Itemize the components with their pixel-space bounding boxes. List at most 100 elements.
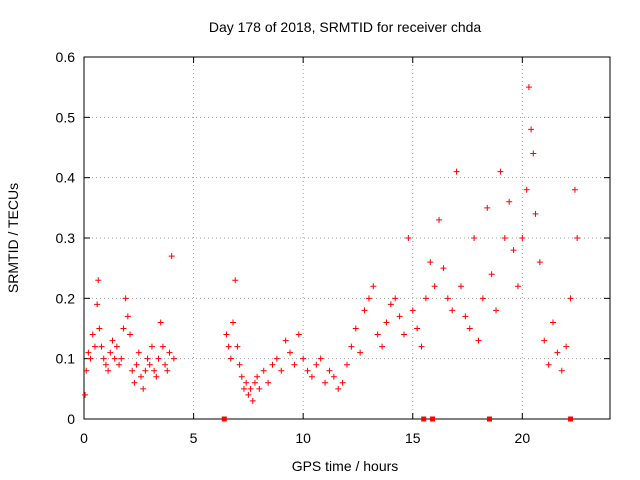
data-point (422, 295, 429, 302)
data-point (116, 361, 123, 368)
data-point (273, 355, 280, 362)
x-tick-label: 5 (190, 430, 198, 446)
gap-marker (486, 416, 492, 422)
data-point (300, 355, 307, 362)
data-point (493, 307, 500, 314)
data-point (109, 337, 116, 344)
data-point (111, 355, 118, 362)
data-point (405, 235, 412, 241)
data-point (146, 361, 153, 368)
data-point (254, 373, 261, 380)
data-point (545, 361, 552, 368)
data-point (519, 235, 526, 241)
data-point (87, 355, 94, 362)
data-point (574, 235, 581, 241)
data-point (409, 307, 416, 314)
gap-marker (221, 416, 227, 422)
gap-marker (421, 416, 427, 422)
data-point (532, 210, 539, 217)
data-point (525, 84, 532, 91)
y-tick-label: 0.4 (56, 170, 76, 186)
data-point (243, 379, 250, 386)
data-point (223, 331, 230, 338)
data-point (396, 313, 403, 320)
data-point (265, 379, 272, 386)
data-point (427, 259, 434, 266)
data-point (251, 379, 258, 386)
data-point (89, 331, 96, 338)
data-point (330, 373, 337, 380)
data-point (148, 343, 155, 350)
data-point (287, 349, 294, 356)
data-point (523, 186, 530, 193)
data-point (157, 319, 164, 326)
data-point (304, 367, 311, 374)
data-point (357, 349, 364, 356)
data-point (444, 295, 451, 302)
data-point (120, 325, 127, 332)
data-point (144, 355, 151, 362)
data-point (326, 367, 333, 374)
data-point (536, 259, 543, 266)
data-point (400, 331, 407, 338)
data-point (414, 325, 421, 332)
data-point (164, 367, 171, 374)
data-point (431, 283, 438, 290)
data-point (151, 367, 158, 374)
data-point (379, 343, 386, 350)
data-point (85, 349, 92, 356)
data-point (82, 391, 89, 398)
data-point (232, 277, 239, 284)
data-point (530, 150, 537, 157)
data-point (484, 204, 491, 211)
data-point (245, 391, 252, 398)
data-point (558, 367, 565, 374)
data-point (282, 337, 289, 344)
data-point (131, 379, 138, 386)
data-point (418, 343, 425, 350)
data-point (227, 355, 234, 362)
data-point (162, 361, 169, 368)
data-point (135, 349, 142, 356)
data-point (260, 367, 267, 374)
data-point (335, 385, 342, 392)
data-point (91, 343, 98, 350)
data-point (348, 343, 355, 350)
y-tick-label: 0.2 (56, 290, 76, 306)
data-point (95, 277, 102, 284)
x-axis: 0 5 10 15 20 (80, 57, 530, 446)
data-point (510, 247, 517, 254)
gap-marker (429, 416, 435, 422)
data-point (225, 343, 232, 350)
data-point (344, 361, 350, 368)
data-point (475, 337, 482, 344)
data-point (440, 265, 447, 272)
x-tick-label: 20 (515, 430, 531, 446)
data-point (234, 343, 241, 350)
y-axis: 0 0.1 0.2 0.3 0.4 0.5 0.6 (56, 49, 610, 427)
y-tick-label: 0.5 (56, 109, 76, 125)
data-point (155, 355, 162, 362)
x-axis-label: GPS time / hours (292, 458, 399, 474)
data-point (122, 295, 129, 302)
data-point (140, 385, 147, 392)
data-point (249, 397, 256, 404)
data-point (339, 379, 346, 386)
data-point (387, 301, 394, 308)
data-point (383, 319, 390, 326)
data-point (392, 295, 399, 302)
data-point (94, 301, 101, 308)
data-point (98, 343, 105, 350)
y-tick-label: 0.1 (56, 351, 76, 367)
data-points (82, 84, 581, 404)
data-point (308, 373, 315, 380)
data-point (550, 319, 557, 326)
data-point (365, 295, 372, 302)
data-point (488, 271, 495, 278)
data-point (479, 295, 486, 302)
data-point (142, 367, 149, 374)
data-point (107, 349, 114, 356)
data-point (83, 367, 90, 374)
data-point (113, 343, 120, 350)
